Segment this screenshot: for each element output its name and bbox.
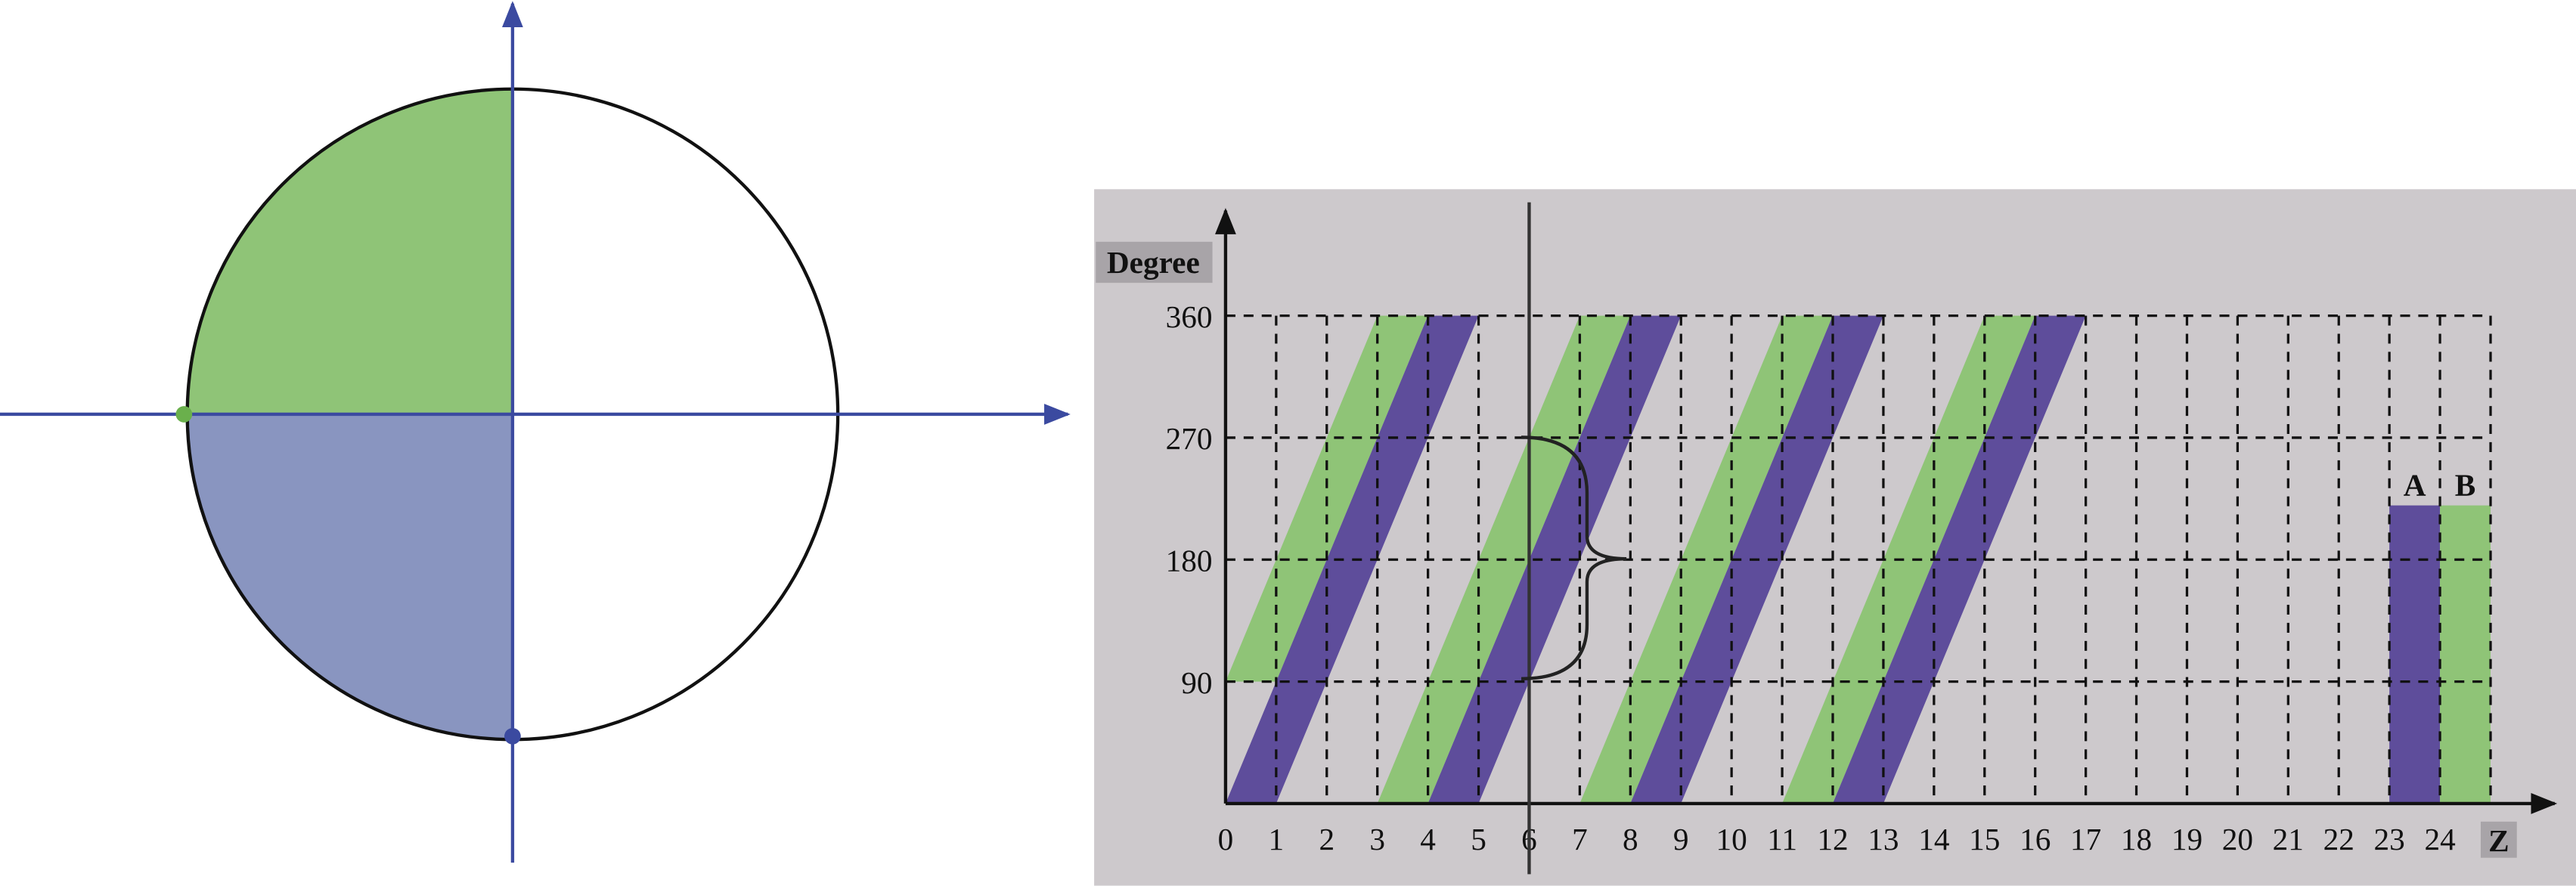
x-tick-label: 10 [1716,822,1747,857]
y-tick-label: 180 [1166,543,1213,578]
y-tick-label: 270 [1166,421,1213,456]
brace [1521,435,1627,680]
x-tick-label: 24 [2424,822,2455,857]
x-axis-label: Z [2488,823,2509,858]
x-tick-label: 12 [1817,822,1848,857]
y-axis-label: Degree [1107,245,1200,280]
x-tick-label: 16 [2020,822,2051,857]
y-tick-label: 360 [1166,299,1213,334]
x-tick-label: 1 [1269,822,1285,857]
x-tick-label: 19 [2171,822,2202,857]
x-tick-label: 7 [1572,822,1588,857]
bar [2389,505,2441,804]
bar [2440,505,2491,804]
x-tick-label: 0 [1218,822,1234,857]
x-tick-label: 13 [1868,822,1899,857]
x-tick-label: 23 [2374,822,2405,857]
green-quadrant [187,88,513,414]
y-tick-label: 90 [1181,665,1212,700]
green-point [175,406,193,423]
x-tick-label: 5 [1471,822,1486,857]
x-tick-label: 9 [1673,822,1689,857]
x-tick-label: 18 [2121,822,2152,857]
x-tick-label: 17 [2070,822,2101,857]
x-tick-label: 22 [2323,822,2354,857]
x-label-box [2480,821,2517,858]
x-tick-label: 8 [1623,822,1638,857]
x-tick-label: 14 [1918,822,1949,857]
y-label-box [1096,241,1213,283]
x-tick-label: 15 [1969,822,2000,857]
bar-label: A [2404,468,2426,503]
x-tick-label: 4 [1420,822,1436,857]
x-tick-label: 11 [1767,822,1797,857]
bar-label: B [2455,468,2476,503]
x-tick-label: 3 [1369,822,1385,857]
blue-point [504,727,521,745]
x-tick-label: 21 [2273,822,2304,857]
circle-diagram [0,1,1071,863]
blue-quadrant [187,414,513,740]
x-tick-label: 2 [1319,822,1334,857]
chart: AB90180270360012345678910111213141516171… [1096,202,2558,875]
x-tick-label: 20 [2222,822,2253,857]
